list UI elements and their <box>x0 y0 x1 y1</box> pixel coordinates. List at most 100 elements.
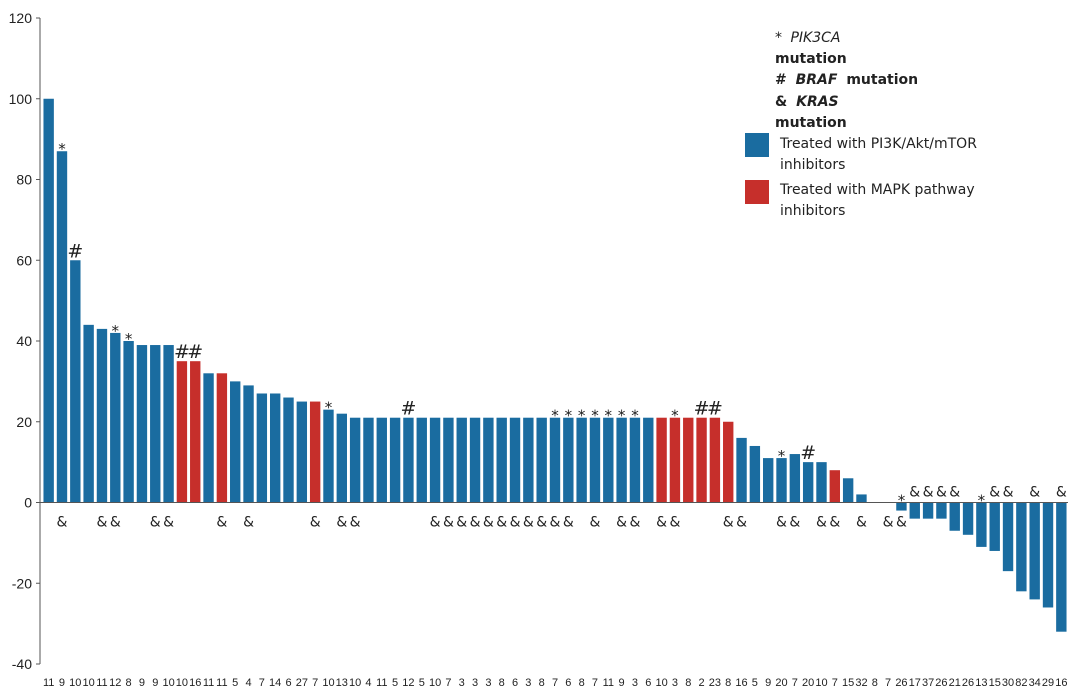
legend-kras-line1: & KRAS <box>775 94 839 110</box>
bar <box>469 417 481 503</box>
y-tick-label: 120 <box>9 10 33 26</box>
x-tick-label: 9 <box>619 677 625 689</box>
x-tick-label: 17 <box>909 677 921 689</box>
x-tick-label: 4 <box>365 677 371 689</box>
x-tick-label: 16 <box>1055 677 1067 689</box>
x-tick-label: 3 <box>485 677 491 689</box>
mutation-marker-top: * <box>618 407 626 425</box>
bar <box>283 397 294 503</box>
bar <box>336 413 347 503</box>
kras-marker: & <box>483 515 494 531</box>
bar <box>403 417 414 503</box>
y-axis: 120 100 80 60 40 20 0 -20 -40 <box>9 10 41 672</box>
x-tick-label: 7 <box>445 677 451 689</box>
y-tick-label: 100 <box>9 91 33 107</box>
bar <box>190 361 201 503</box>
mutation-marker-top: # <box>694 398 710 420</box>
bar <box>802 462 814 503</box>
x-tick-label: 3 <box>525 677 531 689</box>
bar <box>443 417 454 503</box>
kras-marker: & <box>883 515 894 531</box>
mutation-marker-top: # <box>187 341 203 363</box>
bar <box>83 324 94 503</box>
x-tick-label: 3 <box>672 677 678 689</box>
kras-marker: & <box>150 515 161 531</box>
kras-marker: & <box>669 515 680 531</box>
x-tick-label: 13 <box>975 677 987 689</box>
bar <box>203 373 214 503</box>
x-tick-label: 82 <box>1015 677 1027 689</box>
bar <box>776 458 787 503</box>
bar <box>669 417 681 503</box>
x-tick-label: 9 <box>139 677 145 689</box>
mutation-marker-top: * <box>551 407 559 425</box>
x-tick-label: 32 <box>855 677 867 689</box>
x-tick-label: 2 <box>699 677 705 689</box>
bar <box>976 502 987 547</box>
bar <box>483 417 494 503</box>
bar <box>1056 502 1067 632</box>
x-tick-label: 10 <box>429 677 441 689</box>
x-tick-label: 21 <box>949 677 961 689</box>
mutation-marker-top: * <box>578 407 586 425</box>
y-tick-label: 40 <box>16 333 32 349</box>
x-tick-label: 16 <box>735 677 747 689</box>
bar <box>696 417 707 503</box>
bar <box>656 417 667 503</box>
mutation-marker-top: * <box>58 140 66 158</box>
kras-marker: & <box>789 515 800 531</box>
bar <box>323 409 334 503</box>
x-tick-label: 29 <box>1042 677 1054 689</box>
kras-marker: & <box>616 515 627 531</box>
x-tick-label: 7 <box>592 677 598 689</box>
bar <box>363 417 374 503</box>
bar <box>589 417 601 503</box>
x-tick-label: 3 <box>472 677 478 689</box>
bar <box>389 417 401 503</box>
kras-marker: & <box>736 515 747 531</box>
legend-kras-line2: mutation <box>775 115 847 131</box>
kras-marker: & <box>816 515 827 531</box>
x-tick-label: 12 <box>109 677 121 689</box>
bar <box>123 341 134 503</box>
x-tick-label: 5 <box>419 677 425 689</box>
kras-marker: & <box>949 485 960 501</box>
bar <box>1002 502 1014 572</box>
x-tick-label: 10 <box>83 677 95 689</box>
bar <box>509 417 521 503</box>
mutation-marker-top: * <box>898 492 906 510</box>
kras-marker: & <box>216 515 227 531</box>
kras-marker: & <box>310 515 321 531</box>
x-tick-label: 27 <box>296 677 308 689</box>
x-tick-label: 8 <box>872 677 878 689</box>
kras-marker: & <box>496 515 507 531</box>
x-tick-label: 13 <box>336 677 348 689</box>
bar <box>763 458 774 503</box>
x-tick-label: 23 <box>709 677 721 689</box>
kras-marker: & <box>470 515 481 531</box>
bar <box>989 502 1000 551</box>
x-tick-label: 8 <box>499 677 505 689</box>
bar <box>1016 502 1027 592</box>
bar <box>309 401 321 503</box>
bar <box>723 421 734 503</box>
mutation-marker-top: * <box>778 447 786 465</box>
x-tick-label: 37 <box>922 677 934 689</box>
x-tick-label: 15 <box>842 677 854 689</box>
x-tick-label: 10 <box>349 677 361 689</box>
legend-label-mapk-1: Treated with MAPK pathway <box>779 182 975 198</box>
x-tick-label: 10 <box>655 677 667 689</box>
bar <box>496 417 507 503</box>
legend-pik3ca-line1: * PIK3CA <box>775 30 840 46</box>
bar <box>922 502 934 519</box>
mutation-marker-top: # <box>400 398 416 420</box>
bar <box>163 345 174 503</box>
x-tick-label: 5 <box>232 677 238 689</box>
kras-marker: & <box>723 515 734 531</box>
bar <box>549 417 561 503</box>
x-tick-label: 9 <box>59 677 65 689</box>
bar <box>150 345 161 503</box>
bar <box>523 417 534 503</box>
x-tick-label: 12 <box>402 677 414 689</box>
bar <box>136 345 148 503</box>
